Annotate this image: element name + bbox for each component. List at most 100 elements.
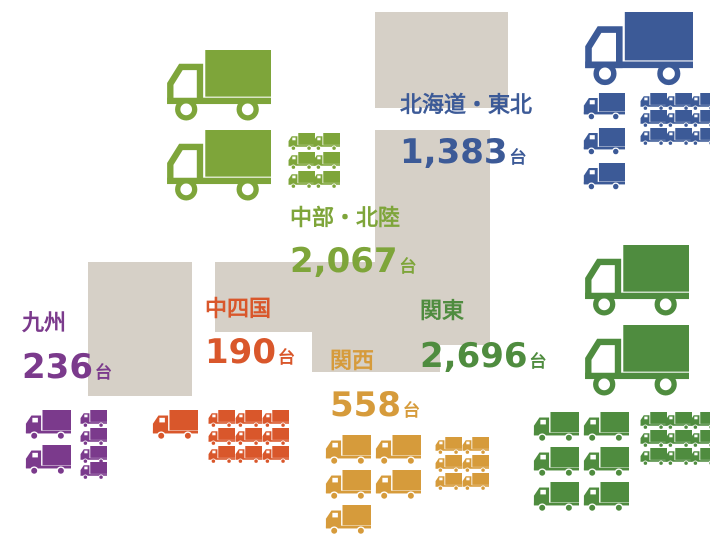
truck-wheel	[453, 485, 459, 491]
truck-cargo	[218, 410, 235, 422]
truck-window	[644, 416, 648, 420]
truck-icon	[640, 93, 667, 111]
truck-wheel	[82, 422, 88, 428]
truck-wheel	[587, 182, 596, 191]
truck-cargo	[245, 410, 262, 422]
truck-window	[694, 97, 698, 101]
truck-wheel	[667, 122, 673, 128]
truck-wheel	[683, 140, 689, 146]
truck-cargo	[218, 446, 235, 458]
truck-chassis	[462, 467, 489, 469]
truck-wheel	[236, 178, 259, 201]
truck-chassis	[690, 105, 710, 107]
truck-wheel	[156, 431, 166, 441]
truck-cargo	[675, 412, 692, 424]
truck-cargo	[342, 470, 371, 491]
truck-chassis	[262, 422, 289, 424]
map-kyushu	[88, 262, 192, 396]
truck-wheel	[379, 491, 389, 501]
truck-icon	[665, 448, 692, 466]
truck-wheel	[183, 431, 193, 441]
truck-cargo	[598, 128, 625, 147]
truck-icon	[640, 430, 667, 448]
truck-chassis	[167, 97, 271, 105]
trucks	[25, 12, 710, 536]
truck-wheel	[642, 460, 648, 466]
truck-icon	[640, 128, 667, 146]
truck-window	[439, 459, 443, 463]
region-unit: 台	[403, 400, 420, 421]
truck-cargo	[169, 410, 198, 431]
truck-chassis	[583, 502, 629, 506]
truck-icon	[583, 412, 629, 443]
truck-chassis	[313, 164, 340, 166]
truck-wheel	[658, 424, 664, 430]
truck-window	[669, 132, 673, 136]
truck-window	[317, 137, 321, 141]
truck-window	[266, 414, 270, 418]
truck-chassis	[665, 105, 692, 107]
truck-wheel	[98, 440, 104, 446]
truck-chassis	[80, 474, 107, 476]
region-count: 190	[205, 332, 276, 372]
truck-icon	[435, 455, 462, 473]
truck-wheel	[98, 422, 104, 428]
truck-wheel	[237, 458, 243, 464]
truck-cargo	[445, 437, 462, 449]
truck-wheel	[406, 491, 416, 501]
truck-wheel	[331, 164, 337, 170]
truck-window	[212, 414, 216, 418]
truck-cargo	[650, 412, 667, 424]
truck-cargo	[42, 410, 71, 431]
truck-cargo	[298, 133, 315, 145]
truck-window	[540, 489, 546, 495]
truck-chassis	[235, 458, 262, 460]
truck-icon	[665, 128, 692, 146]
truck-chassis	[665, 122, 692, 124]
truck-window	[694, 416, 698, 420]
region-count-line: 2,696 台	[420, 336, 547, 376]
truck-cab	[585, 26, 623, 69]
truck-wheel	[226, 422, 232, 428]
truck-wheel	[614, 503, 624, 513]
truck-chassis	[533, 502, 579, 506]
truck-cargo	[624, 12, 693, 61]
truck-chassis	[25, 430, 72, 434]
truck-icon	[325, 505, 371, 536]
truck-icon	[462, 437, 489, 455]
truck-wheel	[667, 442, 673, 448]
truck-window	[590, 419, 596, 425]
truck-wheel	[437, 485, 443, 491]
truck-wheel	[82, 474, 88, 480]
truck-wheel	[642, 105, 648, 111]
truck-icon	[262, 428, 289, 446]
truck-chassis	[462, 485, 489, 487]
truck-window	[694, 114, 698, 118]
truck-wheel	[315, 145, 321, 151]
truck-cargo	[392, 470, 421, 491]
truck-wheel	[29, 431, 39, 441]
truck-cab	[585, 338, 622, 380]
truck-cargo	[90, 410, 107, 422]
truck-wheel	[306, 145, 312, 151]
truck-chassis	[262, 440, 289, 442]
truck-cargo	[675, 430, 692, 442]
truck-icon	[585, 245, 689, 316]
truck-icon	[533, 482, 579, 513]
truck-cab	[167, 143, 204, 185]
truck-window	[589, 135, 595, 140]
truck-icon	[640, 412, 667, 430]
truck-wheel	[564, 468, 574, 478]
truck-wheel	[593, 373, 616, 396]
truck-window	[292, 175, 296, 179]
region-count: 236	[22, 347, 93, 387]
truck-wheel	[175, 178, 198, 201]
truck-icon	[288, 133, 315, 151]
truck-wheel	[82, 440, 88, 446]
map-hokkaido	[375, 12, 508, 108]
truck-wheel	[356, 491, 366, 501]
truck-wheel	[683, 424, 689, 430]
region-name: 関東	[420, 299, 464, 324]
truck-chassis	[640, 442, 667, 444]
truck-wheel	[331, 145, 337, 151]
